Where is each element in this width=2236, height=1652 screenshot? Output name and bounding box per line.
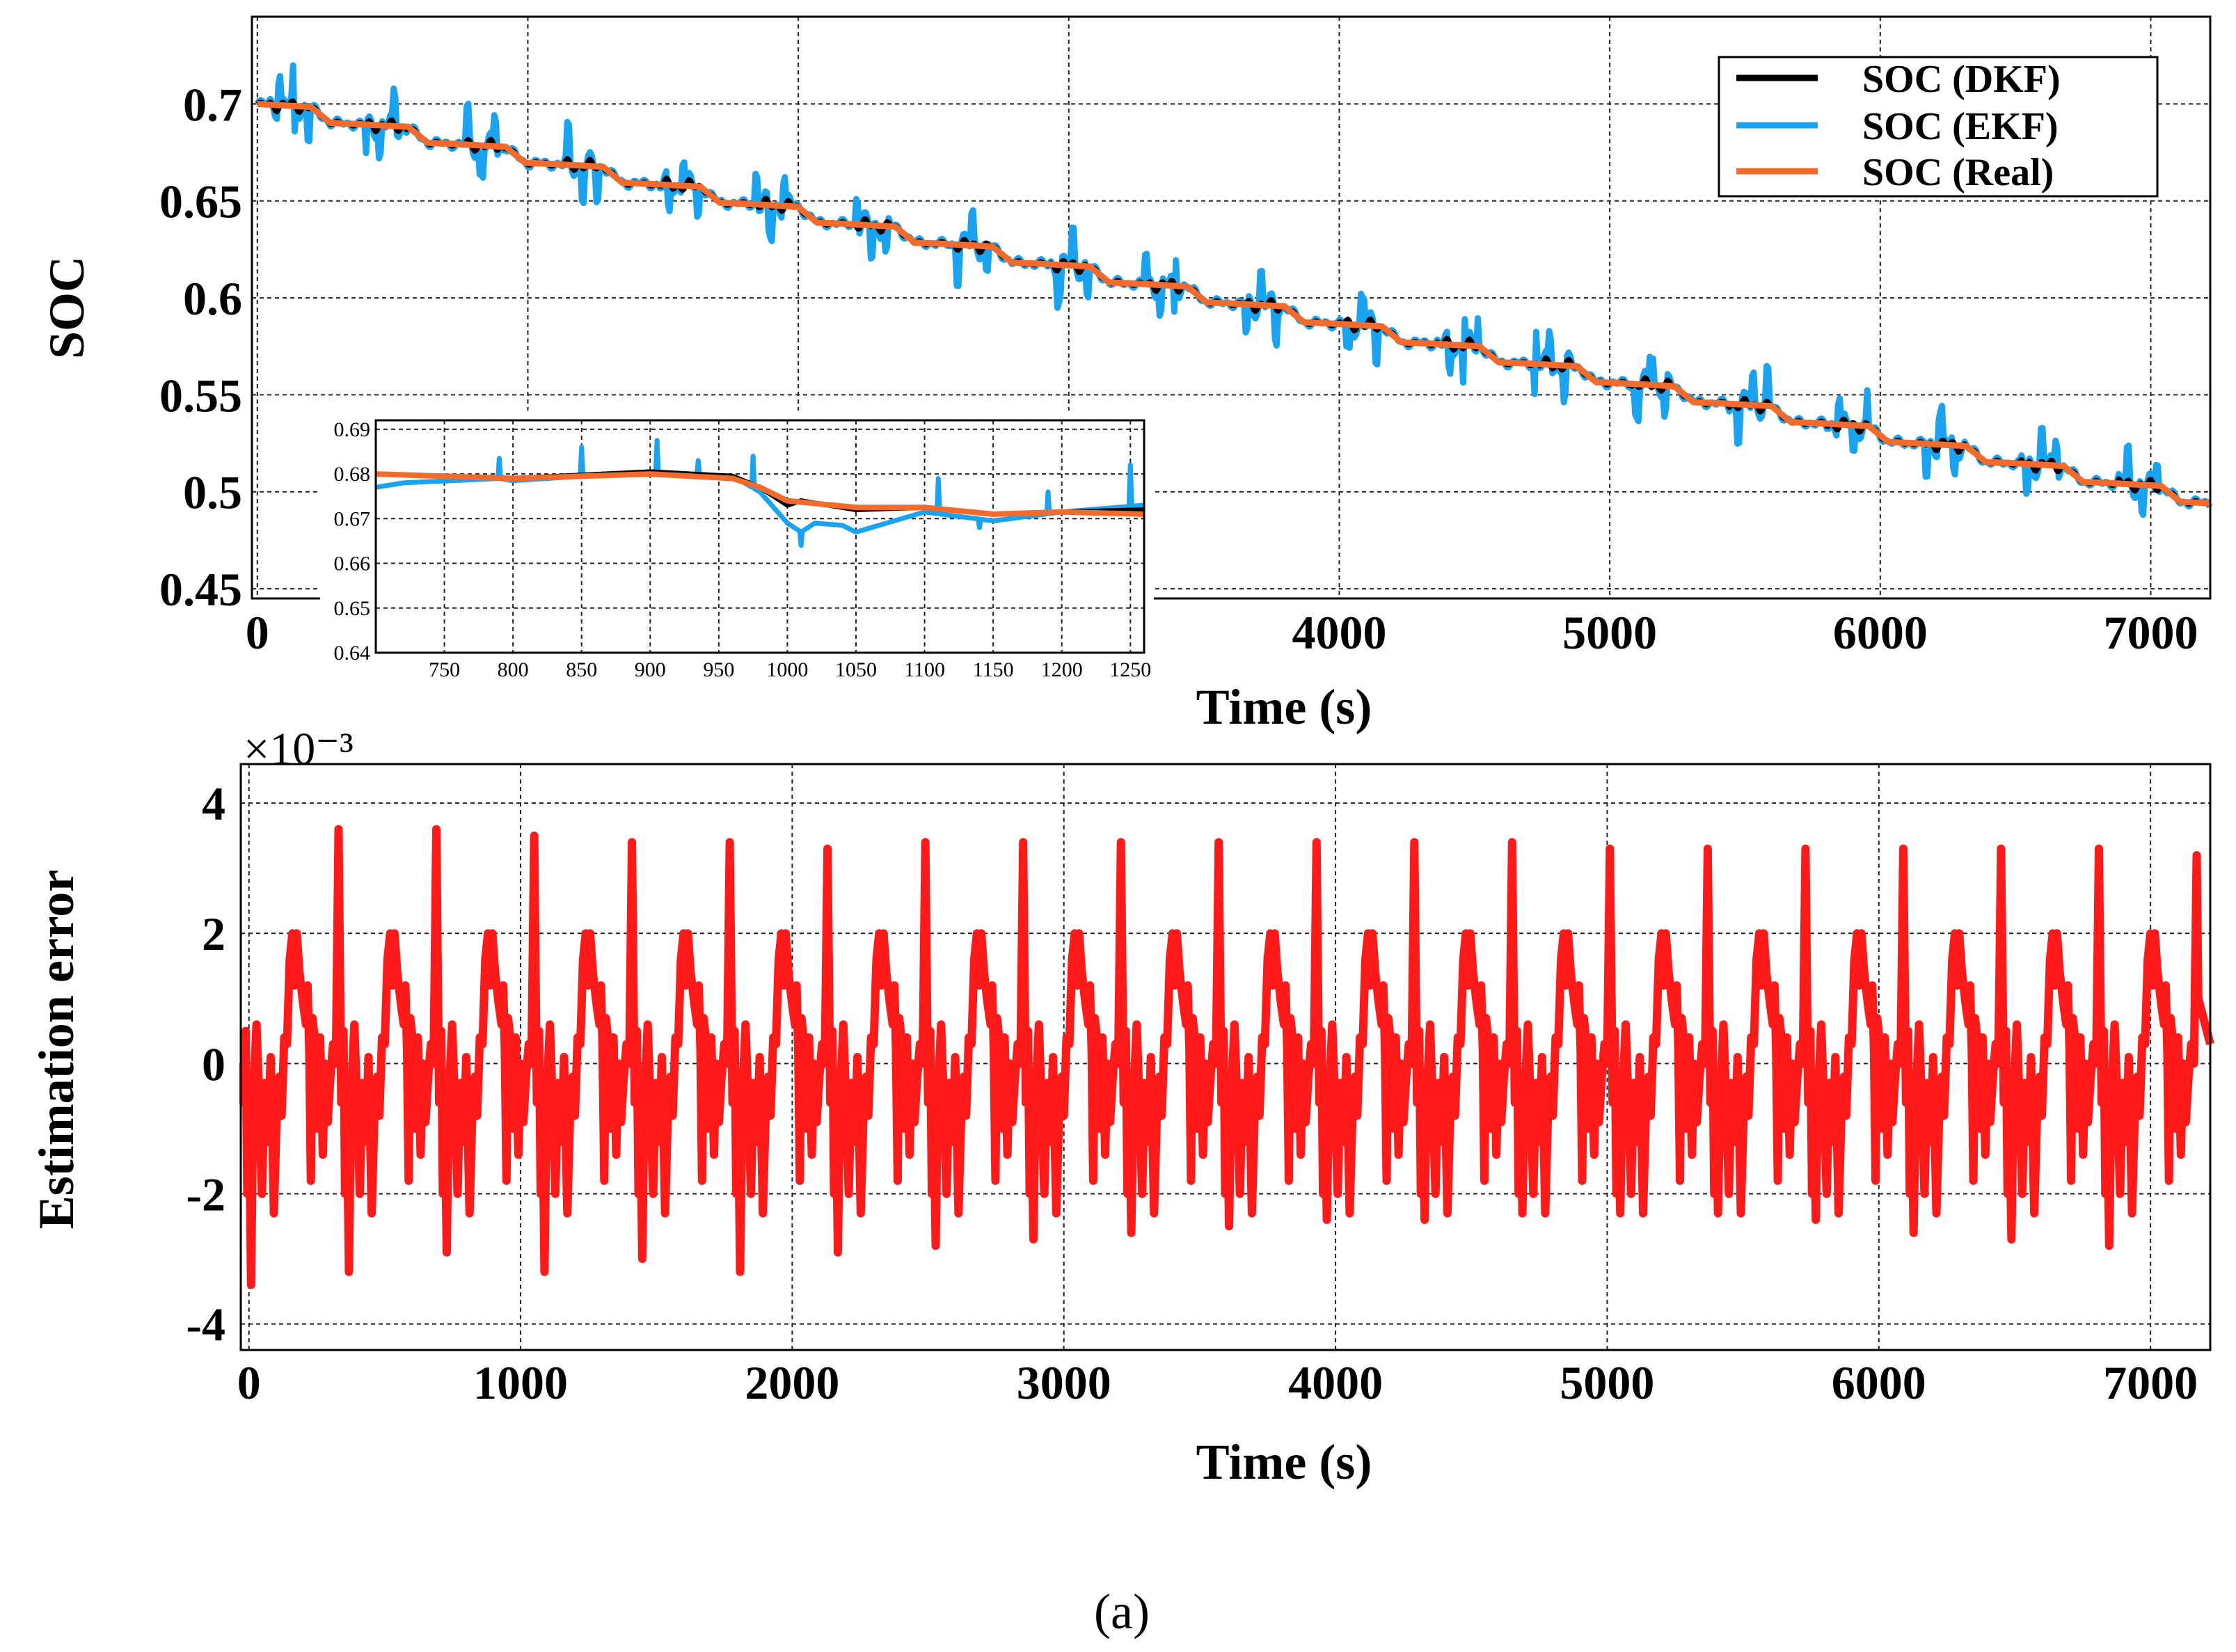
inset-y-tick-label: 0.66 <box>334 553 371 575</box>
error-x-tick-label: 0 <box>237 1356 261 1409</box>
soc-chart: 0.450.50.550.60.650.7 010002000300040005… <box>39 15 2213 735</box>
legend: SOC (DKF) SOC (EKF) SOC (Real) <box>1718 56 2159 198</box>
inset-x-tick-label: 1200 <box>1041 658 1083 681</box>
soc-x-tick-label: 0 <box>246 606 269 659</box>
inset-y-tick-label: 0.65 <box>334 597 371 620</box>
error-y-tick-label: -4 <box>186 1298 225 1351</box>
inset-x-tick-label: 850 <box>566 658 597 681</box>
error-plot-frame <box>239 763 2212 1351</box>
inset-x-tick-label: 900 <box>635 658 666 681</box>
legend-label-ekf: SOC (EKF) <box>1862 105 2059 148</box>
error-y-tick-label: 0 <box>202 1038 225 1090</box>
soc-y-tick-label: 0.7 <box>183 78 242 131</box>
soc-x-tick-label: 4000 <box>1292 606 1386 659</box>
error-y-tick-label: 4 <box>202 777 225 830</box>
error-x-axis-label: Time (s) <box>1196 1434 1372 1490</box>
legend-label-dkf: SOC (DKF) <box>1862 58 2061 101</box>
soc-y-tick-label: 0.45 <box>159 563 242 616</box>
inset-y-tick-label: 0.69 <box>334 418 371 441</box>
zoom-inset: 0.64 0.65 0.66 0.67 0.68 0.69 750 800 850 900 950… <box>320 411 1154 681</box>
error-x-tick-label: 2000 <box>745 1356 839 1409</box>
inset-x-tick-label: 1050 <box>835 658 877 681</box>
inset-x-tick-label: 1150 <box>973 658 1014 681</box>
soc-x-axis-label: Time (s) <box>1196 679 1372 735</box>
soc-x-tick-label: 6000 <box>1833 606 1928 659</box>
inset-y-tick-label: 0.64 <box>334 642 371 665</box>
error-chart: -4 -2 0 2 4 0 1000 2000 3000 4000 5000 6000 7000 ×1… <box>29 724 2214 1490</box>
error-x-tick-label: 5000 <box>1560 1356 1654 1409</box>
inset-x-tick-label: 750 <box>429 658 460 681</box>
inset-series-ekf <box>375 438 1145 548</box>
soc-plot-frame <box>251 15 2212 600</box>
figure-caption: (a) <box>1094 1584 1150 1639</box>
error-x-tick-label: 1000 <box>473 1356 568 1409</box>
error-x-tick-label: 3000 <box>1017 1356 1111 1409</box>
inset-frame <box>374 419 1145 654</box>
legend-label-real: SOC (Real) <box>1862 151 2054 194</box>
soc-y-axis-label: SOC <box>39 256 95 359</box>
series-soc-real <box>255 100 2212 507</box>
error-x-tick-label: 6000 <box>1832 1356 1926 1409</box>
error-y-axis-label: Estimation error <box>29 870 84 1230</box>
soc-y-tick-label: 0.55 <box>159 369 242 422</box>
error-y-tick-label: -2 <box>186 1168 225 1221</box>
error-scale-label: ×10⁻³ <box>244 724 354 775</box>
series-estimation-error <box>239 825 2214 1289</box>
inset-x-tick-label: 800 <box>498 658 529 681</box>
error-y-tick-label: 2 <box>202 907 225 960</box>
inset-series-real <box>375 471 1145 517</box>
soc-x-tick-label: 5000 <box>1562 606 1657 659</box>
soc-y-tick-label: 0.65 <box>159 175 242 228</box>
inset-x-tick-label: 950 <box>703 658 734 681</box>
inset-x-tick-label: 1250 <box>1109 658 1151 681</box>
inset-x-tick-label: 1000 <box>766 658 808 681</box>
inset-y-tick-label: 0.68 <box>334 463 371 486</box>
error-x-tick-label: 7000 <box>2103 1356 2198 1409</box>
inset-y-tick-label: 0.67 <box>334 507 371 530</box>
soc-y-tick-label: 0.6 <box>183 272 242 325</box>
soc-x-tick-label: 7000 <box>2103 606 2198 659</box>
inset-x-tick-label: 1100 <box>904 658 945 681</box>
error-x-tick-label: 4000 <box>1288 1356 1383 1409</box>
soc-y-tick-label: 0.5 <box>183 466 242 519</box>
